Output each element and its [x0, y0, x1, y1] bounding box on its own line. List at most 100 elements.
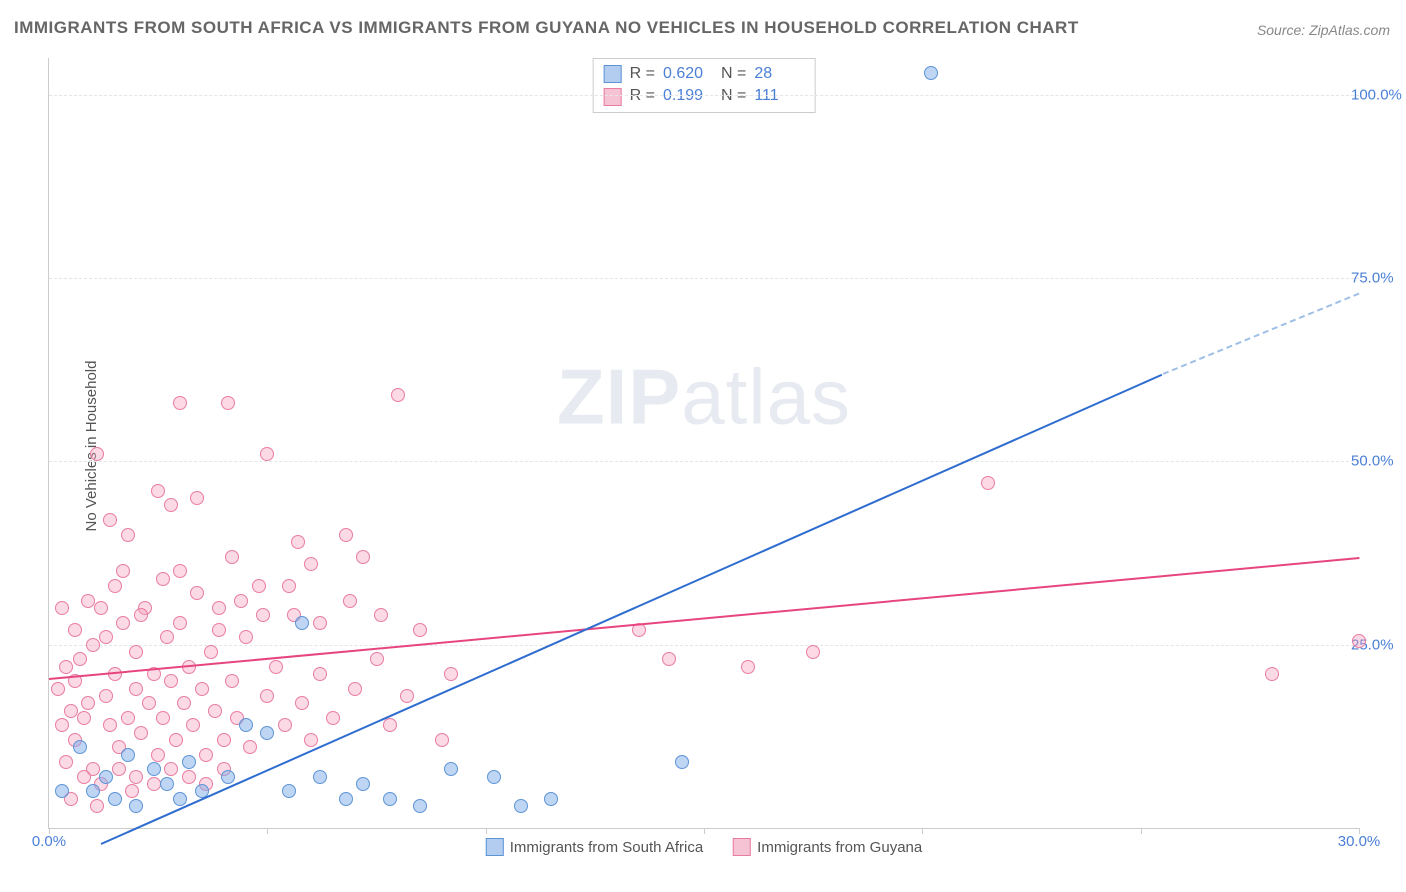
data-point: [77, 770, 91, 784]
data-point: [99, 689, 113, 703]
swatch-pink-icon: [733, 838, 751, 856]
data-point: [164, 498, 178, 512]
data-point: [339, 528, 353, 542]
data-point: [199, 748, 213, 762]
data-point: [806, 645, 820, 659]
stats-row-series1: R = 0.620 N = 28: [604, 63, 805, 85]
ytick-label: 50.0%: [1351, 453, 1406, 470]
data-point: [125, 784, 139, 798]
data-point: [514, 799, 528, 813]
data-point: [313, 667, 327, 681]
data-point: [413, 799, 427, 813]
xtick-mark: [486, 828, 487, 834]
data-point: [112, 762, 126, 776]
data-point: [173, 564, 187, 578]
data-point: [160, 777, 174, 791]
data-point: [142, 696, 156, 710]
data-point: [383, 718, 397, 732]
data-point: [221, 770, 235, 784]
data-point: [313, 616, 327, 630]
legend: Immigrants from South Africa Immigrants …: [486, 838, 922, 856]
data-point: [151, 484, 165, 498]
data-point: [234, 594, 248, 608]
data-point: [99, 770, 113, 784]
xtick-mark: [922, 828, 923, 834]
data-point: [374, 608, 388, 622]
data-point: [160, 630, 174, 644]
data-point: [291, 535, 305, 549]
data-point: [981, 476, 995, 490]
n-label: N =: [721, 85, 746, 107]
data-point: [173, 616, 187, 630]
data-point: [81, 594, 95, 608]
data-point: [221, 396, 235, 410]
data-point: [129, 682, 143, 696]
data-point: [212, 601, 226, 615]
ytick-label: 100.0%: [1351, 86, 1406, 103]
data-point: [444, 762, 458, 776]
gridline-h: [49, 278, 1359, 279]
data-point: [217, 733, 231, 747]
data-point: [356, 550, 370, 564]
data-point: [147, 762, 161, 776]
data-point: [116, 564, 130, 578]
xtick-mark: [704, 828, 705, 834]
data-point: [278, 718, 292, 732]
data-point: [121, 748, 135, 762]
data-point: [225, 674, 239, 688]
data-point: [741, 660, 755, 674]
data-point: [121, 711, 135, 725]
gridline-h: [49, 95, 1359, 96]
data-point: [304, 557, 318, 571]
data-point: [304, 733, 318, 747]
ytick-label: 75.0%: [1351, 270, 1406, 287]
data-point: [103, 513, 117, 527]
data-point: [243, 740, 257, 754]
data-point: [68, 623, 82, 637]
data-point: [169, 733, 183, 747]
xtick-mark: [267, 828, 268, 834]
data-point: [151, 748, 165, 762]
n-label: N =: [721, 63, 746, 85]
series2-r-value: 0.199: [663, 85, 713, 107]
data-point: [182, 770, 196, 784]
data-point: [73, 740, 87, 754]
data-point: [282, 579, 296, 593]
gridline-h: [49, 461, 1359, 462]
data-point: [348, 682, 362, 696]
data-point: [64, 704, 78, 718]
data-point: [121, 528, 135, 542]
xtick-mark: [1141, 828, 1142, 834]
data-point: [435, 733, 449, 747]
data-point: [282, 784, 296, 798]
data-point: [343, 594, 357, 608]
data-point: [190, 586, 204, 600]
data-point: [186, 718, 200, 732]
data-point: [94, 601, 108, 615]
data-point: [129, 770, 143, 784]
data-point: [147, 777, 161, 791]
data-point: [173, 396, 187, 410]
data-point: [55, 601, 69, 615]
data-point: [156, 572, 170, 586]
data-point: [208, 704, 222, 718]
data-point: [173, 792, 187, 806]
data-point: [164, 674, 178, 688]
data-point: [59, 660, 73, 674]
data-point: [370, 652, 384, 666]
series1-r-value: 0.620: [663, 63, 713, 85]
data-point: [86, 784, 100, 798]
data-point: [73, 652, 87, 666]
data-point: [51, 682, 65, 696]
data-point: [204, 645, 218, 659]
trend-line-dashed: [1162, 293, 1359, 376]
series1-n-value: 28: [754, 63, 804, 85]
data-point: [239, 630, 253, 644]
data-point: [383, 792, 397, 806]
data-point: [1352, 634, 1366, 648]
data-point: [190, 491, 204, 505]
data-point: [295, 616, 309, 630]
data-point: [269, 660, 283, 674]
data-point: [260, 447, 274, 461]
swatch-blue-icon: [486, 838, 504, 856]
